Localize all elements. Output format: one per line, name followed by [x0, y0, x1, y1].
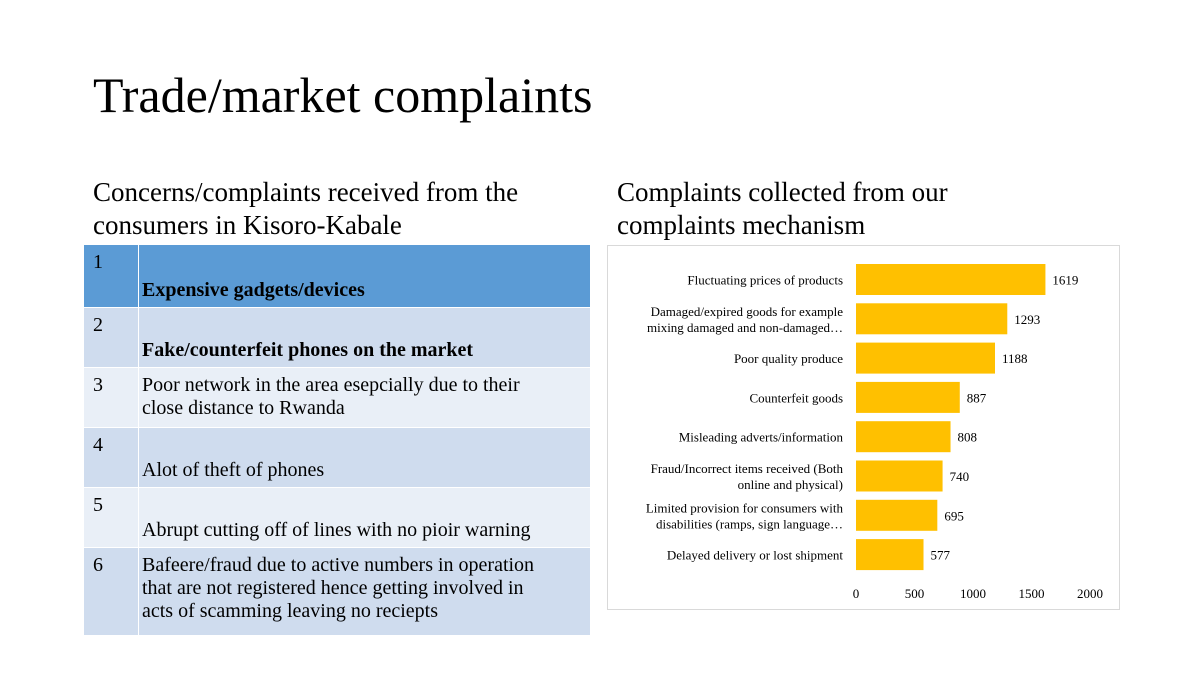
- table-row: 6 Bafeere/fraud due to active numbers in …: [83, 547, 591, 636]
- right-section-heading: Complaints collected from our complaints…: [617, 176, 1117, 242]
- chart-bar: [856, 499, 938, 531]
- row-number: 3: [83, 367, 139, 428]
- category-label: Fraud/Incorrect items received (Both: [651, 461, 844, 476]
- category-label: mixing damaged and non-damaged…: [647, 320, 843, 335]
- bar-value-label: 740: [950, 469, 970, 484]
- consumer-complaints-table: 1 Expensive gadgets/devices 2 Fake/counterf…: [83, 244, 591, 636]
- left-section-heading: Concerns/complaints received from the co…: [93, 176, 593, 242]
- row-number: 1: [83, 244, 139, 308]
- category-label: online and physical): [738, 477, 843, 492]
- table-row: 4 Alot of theft of phones: [83, 427, 591, 488]
- chart-bar: [856, 303, 1008, 335]
- row-text-line: Bafeere/fraud due to active numbers in o…: [142, 554, 535, 576]
- row-text-line: Poor network in the area esepcially due …: [142, 374, 520, 396]
- left-heading-line-2: consumers in Kisoro-Kabale: [93, 210, 402, 240]
- chart-bar: [856, 460, 943, 492]
- chart-bar: [856, 342, 995, 374]
- right-heading-line-1: Complaints collected from our: [617, 177, 948, 207]
- x-tick-label: 2000: [1077, 586, 1103, 601]
- chart-bar: [856, 264, 1046, 295]
- row-text-line: Fake/counterfeit phones on the market: [142, 339, 474, 361]
- row-text: Bafeere/fraud due to active numbers in o…: [138, 547, 591, 636]
- table-row: 5 Abrupt cutting off of lines with no pio…: [83, 487, 591, 548]
- row-number: 6: [83, 547, 139, 636]
- category-label: Counterfeit goods: [749, 390, 843, 405]
- slide-title: Trade/market complaints: [93, 67, 593, 123]
- row-text: Alot of theft of phones: [138, 427, 591, 488]
- chart-canvas: 1619 Fluctuating prices of products 1293 Da…: [646, 264, 1103, 601]
- x-tick-label: 1500: [1019, 586, 1045, 601]
- category-label: disabilities (ramps, sign language…: [656, 516, 843, 531]
- row-text-line: that are not registered hence getting in…: [142, 577, 524, 599]
- chart-bar: [856, 421, 951, 453]
- bar-value-label: 695: [944, 508, 964, 523]
- left-heading-line-1: Concerns/complaints received from the: [93, 177, 519, 207]
- x-tick-label: 500: [905, 586, 925, 601]
- bar-value-label: 1188: [1002, 351, 1028, 366]
- table-row: 2 Fake/counterfeit phones on the market: [83, 307, 591, 368]
- category-label: Damaged/expired goods for example: [651, 304, 844, 319]
- row-text-line: Abrupt cutting off of lines with no pioi…: [142, 519, 531, 541]
- row-number: 2: [83, 307, 139, 368]
- complaints-bar-chart: 1619 Fluctuating prices of products 1293 Da…: [607, 245, 1120, 610]
- row-number: 5: [83, 487, 139, 548]
- row-text-line: Alot of theft of phones: [142, 459, 325, 481]
- category-label: Limited provision for consumers with: [646, 500, 844, 515]
- category-label: Delayed delivery or lost shipment: [667, 548, 844, 563]
- bar-value-label: 1293: [1014, 312, 1040, 327]
- table-row: 3 Poor network in the area esepcially due…: [83, 367, 591, 428]
- row-text: Abrupt cutting off of lines with no pioi…: [138, 487, 591, 548]
- category-label: Fluctuating prices of products: [687, 273, 843, 288]
- bar-value-label: 808: [958, 430, 978, 445]
- row-text: Poor network in the area esepcially due …: [138, 367, 591, 428]
- chart-bar: [856, 539, 924, 571]
- category-label: Misleading adverts/information: [679, 430, 844, 445]
- row-text-line: close distance to Rwanda: [142, 397, 345, 419]
- x-tick-label: 0: [853, 586, 860, 601]
- bar-value-label: 577: [931, 548, 951, 563]
- right-heading-line-2: complaints mechanism: [617, 210, 866, 240]
- chart-bar: [856, 381, 960, 413]
- row-text: Expensive gadgets/devices: [138, 244, 591, 308]
- bar-value-label: 887: [967, 390, 987, 405]
- row-text-line: Expensive gadgets/devices: [142, 279, 365, 301]
- table-row: 1 Expensive gadgets/devices: [83, 244, 591, 308]
- category-label: Poor quality produce: [734, 351, 843, 366]
- bar-value-label: 1619: [1052, 273, 1078, 288]
- row-number: 4: [83, 427, 139, 488]
- row-text-line: acts of scamming leaving no reciepts: [142, 600, 439, 622]
- complaints-table-body: 1 Expensive gadgets/devices 2 Fake/counterf…: [83, 244, 591, 636]
- x-tick-label: 1000: [960, 586, 986, 601]
- row-text: Fake/counterfeit phones on the market: [138, 307, 591, 368]
